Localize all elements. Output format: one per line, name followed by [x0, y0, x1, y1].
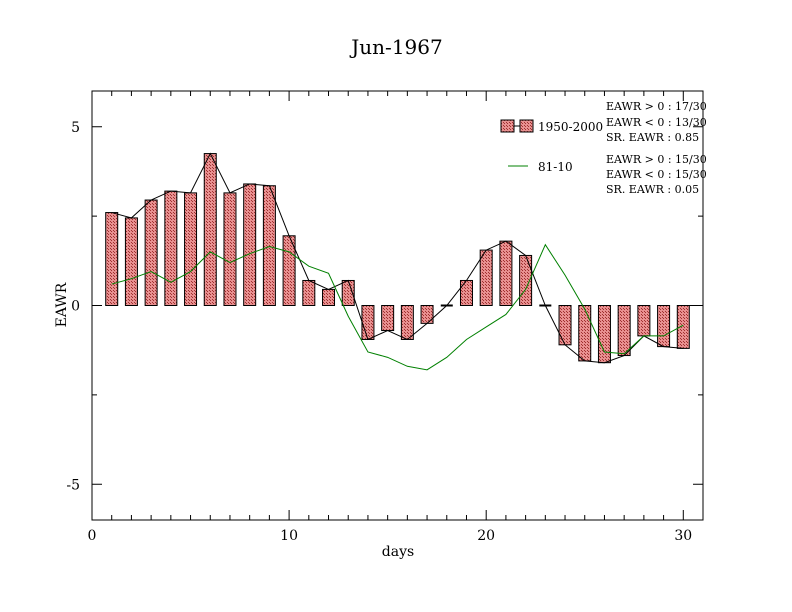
x-axis-label: days: [382, 544, 414, 560]
bar-series-1950-2000: [105, 153, 690, 364]
bar-day-4: [164, 190, 178, 307]
bar-day-8: [243, 183, 257, 306]
bar-day-20: [479, 249, 493, 306]
line-81-10-polyline: [111, 243, 684, 371]
stat-1950-neg: EAWR < 0 : 13/30: [606, 116, 707, 129]
bar-day-29: [657, 305, 671, 348]
legend-label-81-10: 81-10: [538, 160, 573, 174]
bar-day-19: [459, 279, 473, 307]
y-axis-label: EAWR: [54, 282, 70, 327]
stat-8110-pos: EAWR > 0 : 15/30: [606, 153, 707, 166]
line-series-81-10: [111, 243, 684, 371]
bar-day-26: [597, 305, 611, 364]
bar-day-5: [184, 192, 198, 306]
bar-day-9: [262, 185, 276, 306]
bar-day-27: [617, 305, 631, 357]
chart-title: Jun-1967: [349, 35, 442, 59]
bar-day-24: [558, 305, 572, 346]
legend: 1950-2000 81-10 EAWR > 0 : 17/30 EAWR < …: [500, 100, 707, 196]
bar-day-1: [105, 212, 119, 306]
bar-day-15: [381, 305, 395, 332]
bar-day-12: [322, 288, 336, 307]
bar-top-polyline: [111, 152, 684, 364]
bar-day-6: [203, 153, 217, 306]
bar-day-28: [637, 305, 651, 337]
bar-day-2: [124, 217, 138, 307]
stat-1950-sr: SR. EAWR : 0.85: [606, 131, 699, 144]
x-axis-ticks: 0 10 20 30: [88, 91, 692, 544]
bar-day-3: [144, 199, 158, 307]
legend-bar-swatch-right: [519, 119, 534, 133]
stat-8110-neg: EAWR < 0 : 15/30: [606, 168, 707, 181]
bar-day-17: [420, 305, 434, 324]
legend-bar-swatch-left: [500, 119, 515, 133]
x-tick-label-0: 0: [88, 528, 97, 544]
y-tick-label--5: -5: [66, 477, 80, 493]
y-tick-label-5: 5: [71, 120, 80, 136]
bar-day-11: [302, 279, 316, 307]
stat-1950-pos: EAWR > 0 : 17/30: [606, 100, 707, 113]
bar-day-16: [400, 305, 414, 340]
bar-day-14: [361, 305, 375, 340]
bar-day-7: [223, 192, 237, 306]
bar-outline-line: [111, 152, 684, 364]
x-tick-label-30: 30: [674, 528, 692, 544]
x-tick-label-10: 10: [280, 528, 298, 544]
bar-day-21: [499, 240, 513, 306]
y-tick-label-0: 0: [71, 299, 80, 315]
legend-label-1950-2000: 1950-2000: [538, 120, 603, 134]
stat-8110-sr: SR. EAWR : 0.05: [606, 183, 699, 196]
bar-day-25: [578, 305, 592, 362]
y-axis-ticks: -5 0 5: [66, 120, 703, 493]
x-tick-label-20: 20: [477, 528, 495, 544]
